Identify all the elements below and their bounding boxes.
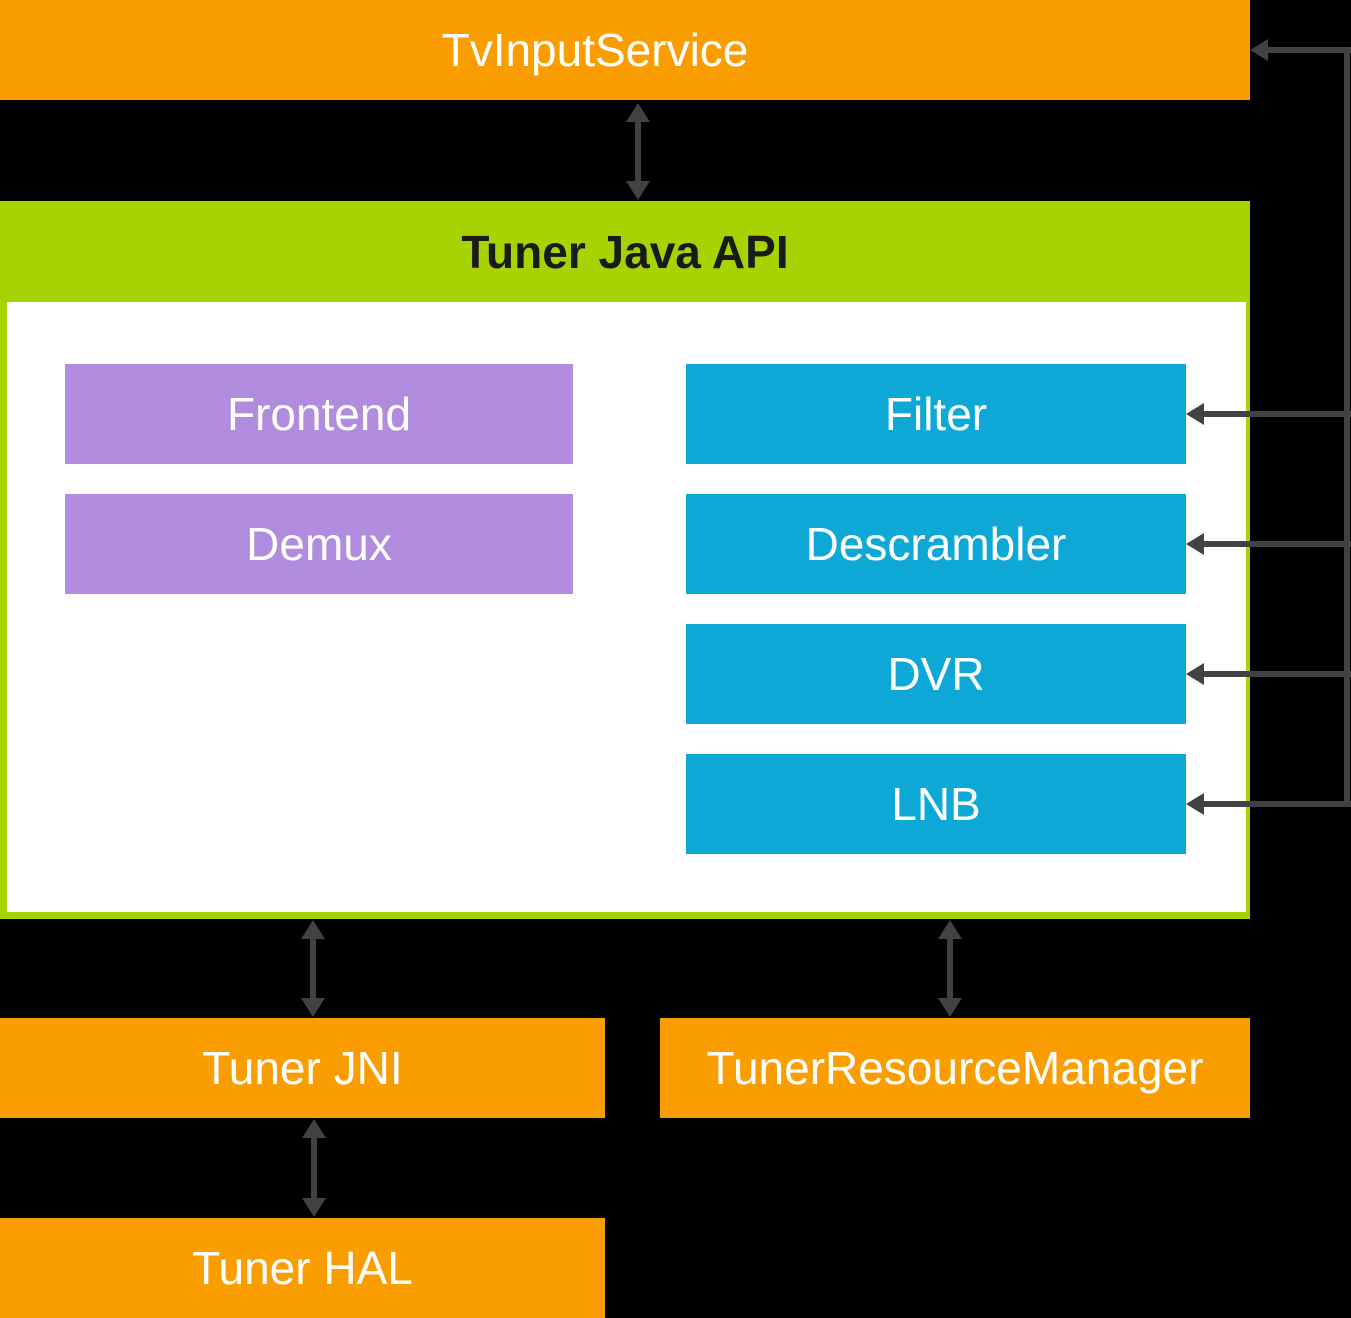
box-filter-label: Filter [884, 388, 988, 440]
arrow-bus-to-tvinputservice [1250, 39, 1351, 61]
box-dvr: DVR [686, 624, 1186, 724]
arrow-shaft [635, 116, 641, 187]
arrow-bus-to-lnb [1186, 793, 1351, 815]
right-arrow-bus [1344, 47, 1350, 807]
arrowhead-down-icon [301, 998, 325, 1017]
arrowhead-left-icon [1186, 403, 1204, 425]
tuner-java-api-header: Tuner Java API [0, 201, 1250, 302]
arrowhead-down-icon [938, 998, 962, 1017]
arrow-tunerjavaapi-tunerjni [301, 920, 325, 1017]
arrow-bus-to-descrambler [1186, 533, 1351, 555]
box-tuner-jni: Tuner JNI [0, 1018, 605, 1118]
arrow-shaft [310, 933, 316, 1004]
arrowhead-left-icon [1250, 39, 1268, 61]
arrowhead-left-icon [1186, 793, 1204, 815]
box-tuner-jni-label: Tuner JNI [202, 1042, 403, 1094]
arrowhead-up-icon [301, 920, 325, 939]
arrowhead-down-icon [302, 1198, 326, 1217]
arrow-tunerjni-tunerhal [302, 1119, 326, 1217]
box-tvinputservice-label: TvInputService [441, 24, 749, 76]
box-demux: Demux [65, 494, 573, 594]
box-tuner-java-api-label: Tuner Java API [461, 225, 789, 278]
box-lnb-label: LNB [891, 778, 981, 830]
arrow-tvinputservice-tunerjavaapi [626, 103, 650, 200]
arrow-shaft [311, 1132, 317, 1204]
box-tuner-hal: Tuner HAL [0, 1218, 605, 1318]
arrowhead-up-icon [626, 103, 650, 122]
arrowhead-up-icon [938, 920, 962, 939]
arrowhead-down-icon [626, 181, 650, 200]
box-frontend-label: Frontend [226, 388, 412, 440]
arrowhead-left-icon [1186, 533, 1204, 555]
box-tunerresourcemanager: TunerResourceManager [660, 1018, 1250, 1118]
box-tvinputservice: TvInputService [0, 0, 1250, 100]
box-tunerresourcemanager-label: TunerResourceManager [706, 1042, 1204, 1094]
arrow-shaft [947, 933, 953, 1004]
arrow-tunerjavaapi-tunerresourcemanager [938, 920, 962, 1017]
box-descrambler-label: Descrambler [805, 518, 1067, 570]
arrow-bus-to-dvr [1186, 663, 1351, 685]
box-dvr-label: DVR [887, 648, 985, 700]
box-tuner-hal-label: Tuner HAL [192, 1242, 413, 1294]
box-frontend: Frontend [65, 364, 573, 464]
box-lnb: LNB [686, 754, 1186, 854]
arrowhead-up-icon [302, 1119, 326, 1138]
box-demux-label: Demux [246, 518, 392, 570]
box-filter: Filter [686, 364, 1186, 464]
box-descrambler: Descrambler [686, 494, 1186, 594]
arrowhead-left-icon [1186, 663, 1204, 685]
arrow-bus-to-filter [1186, 403, 1351, 425]
